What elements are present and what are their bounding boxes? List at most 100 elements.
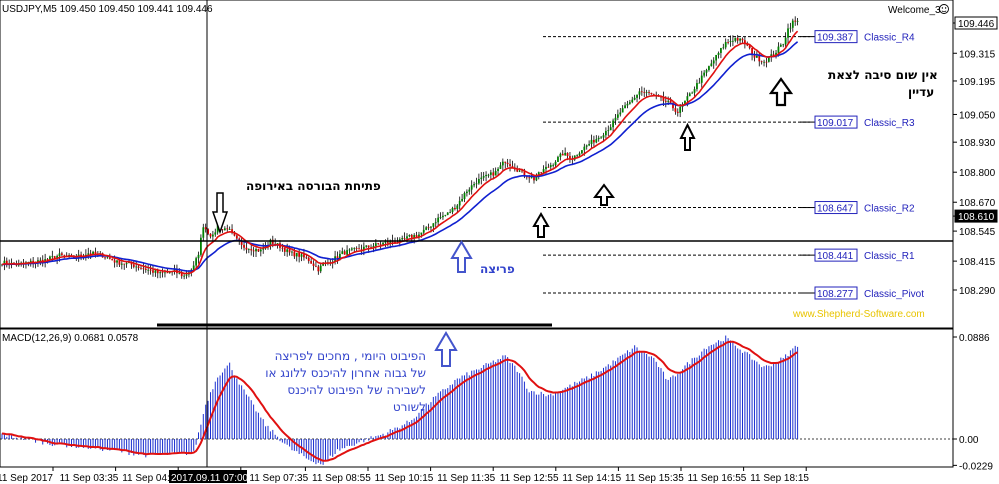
time-tick-label: 11 Sep 04:55: [122, 473, 181, 484]
candle: [779, 43, 782, 48]
candle: [159, 271, 162, 279]
candle: [588, 140, 591, 147]
pivot-note-line-2: של גבוה אחרון להיכנס ללונג או: [265, 366, 426, 380]
candle: [348, 248, 351, 254]
candle: [470, 180, 473, 195]
candle: [5, 257, 8, 268]
candle: [142, 263, 145, 274]
time-tick-label: 11 Sep 03:35: [60, 473, 119, 484]
price-tick-label: 108.545: [959, 227, 996, 238]
candle: [775, 49, 777, 59]
candle: [789, 22, 792, 33]
candle: [207, 228, 209, 236]
candle: [585, 144, 588, 150]
pivot-name: Classic_Pivot: [864, 289, 924, 300]
pivot-value: 108.647: [817, 204, 854, 215]
candle: [693, 86, 696, 97]
candle: [317, 264, 320, 275]
up-arrow-icon: [434, 331, 458, 367]
price-tick-label: 108.670: [959, 198, 996, 209]
candle: [204, 223, 207, 233]
candle: [180, 269, 183, 279]
candle: [607, 125, 610, 136]
candle: [727, 39, 730, 45]
candle: [200, 234, 202, 257]
time-tick-label: 11 Sep 10:15: [375, 473, 434, 484]
candle: [240, 238, 243, 250]
candle: [477, 173, 480, 185]
annotation-europe-open: פתיחת הבורסה באירופה: [246, 179, 381, 193]
candle: [454, 204, 456, 211]
candle: [633, 94, 636, 101]
candle: [451, 206, 454, 215]
candle: [511, 160, 514, 168]
candle: [468, 187, 471, 195]
candle: [590, 134, 593, 148]
candle: [561, 150, 564, 156]
candle: [336, 251, 339, 264]
candle: [698, 77, 701, 84]
candle: [705, 68, 708, 77]
candle: [211, 230, 214, 242]
candle: [645, 89, 648, 98]
candle: [449, 209, 452, 214]
candle: [743, 36, 746, 49]
candle: [183, 273, 186, 280]
candle: [446, 212, 449, 216]
candle: [604, 127, 607, 140]
candle: [688, 92, 691, 97]
candle: [377, 243, 380, 245]
candle: [307, 256, 310, 264]
pivot-value: 109.387: [817, 33, 854, 44]
candle: [228, 226, 231, 230]
candle: [343, 249, 346, 255]
candle: [717, 51, 720, 59]
candle: [152, 264, 154, 277]
candle: [499, 162, 502, 170]
pivot-note-line-3: לשבירה של הפיבוט להיכנס: [287, 383, 426, 397]
macd-tick-label: 0.00: [959, 435, 979, 446]
price-pane[interactable]: [0, 0, 954, 329]
candle: [427, 223, 430, 231]
candle: [149, 265, 152, 275]
candle: [700, 70, 703, 88]
candle: [614, 113, 617, 125]
smiley-icon: [939, 4, 949, 14]
price-tick-label: 109.195: [959, 77, 996, 88]
candle: [509, 159, 511, 172]
candle: [295, 252, 298, 262]
candle: [734, 37, 737, 43]
up-arrow-icon: [532, 212, 550, 238]
candle: [674, 105, 677, 115]
price-marker: [954, 16, 998, 30]
candle: [140, 266, 142, 270]
account-label: Welcome_3: [888, 5, 941, 16]
candle: [763, 59, 765, 67]
price-tick-label: 108.290: [959, 286, 996, 297]
up-arrow-icon: [679, 122, 696, 151]
candle: [765, 57, 768, 68]
candle: [672, 100, 674, 111]
time-tick-label: 11 Sep 18:15: [750, 473, 809, 484]
price-tick-label: 108.800: [959, 168, 996, 179]
candle: [569, 152, 571, 163]
candle: [796, 17, 799, 26]
candle: [597, 135, 600, 142]
price-tick-label: 108.415: [959, 257, 996, 268]
candle: [578, 151, 581, 157]
candle: [628, 99, 631, 105]
candle: [703, 70, 706, 78]
watermark: www.Shepherd-Software.com: [792, 309, 925, 320]
candle: [341, 247, 344, 255]
candle: [197, 251, 200, 264]
pivot-note-line-4: לשורט: [393, 400, 426, 414]
candle: [626, 100, 629, 109]
candle: [715, 54, 718, 66]
ema-slow-line: [1, 41, 799, 272]
candle: [111, 258, 114, 261]
candle: [624, 102, 626, 109]
candle: [386, 237, 389, 247]
candle: [794, 16, 797, 26]
candle: [173, 264, 176, 275]
